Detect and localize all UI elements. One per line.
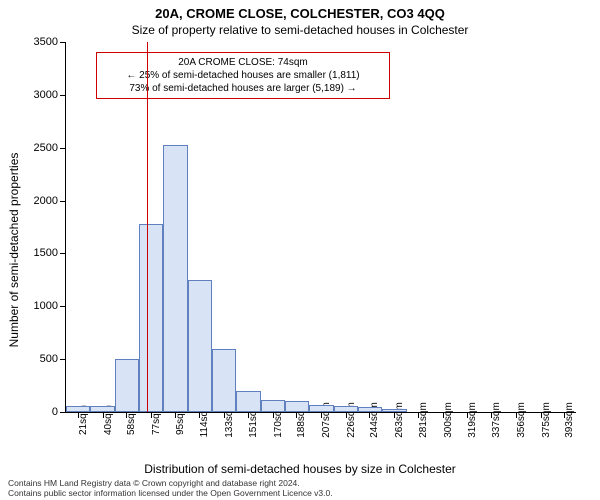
chart-container: 20A, CROME CLOSE, COLCHESTER, CO3 4QQ Si… bbox=[0, 0, 600, 500]
y-tick bbox=[60, 201, 66, 202]
x-tick-label: 300sqm bbox=[443, 402, 454, 438]
chart-subtitle: Size of property relative to semi-detach… bbox=[0, 21, 600, 37]
x-tick-label: 375sqm bbox=[541, 402, 552, 438]
y-tick bbox=[60, 253, 66, 254]
x-tick-label: 319sqm bbox=[467, 402, 478, 438]
histogram-bar bbox=[90, 406, 114, 412]
histogram-bar bbox=[358, 407, 382, 412]
histogram-bar bbox=[139, 224, 163, 412]
y-tick-label: 500 bbox=[40, 353, 58, 365]
histogram-bar bbox=[163, 145, 187, 412]
histogram-bar bbox=[285, 401, 309, 412]
histogram-bar bbox=[188, 280, 212, 412]
chart-title: 20A, CROME CLOSE, COLCHESTER, CO3 4QQ bbox=[0, 0, 600, 21]
y-tick bbox=[60, 42, 66, 43]
x-tick-label: 337sqm bbox=[491, 402, 502, 438]
x-tick-label: 393sqm bbox=[564, 402, 575, 438]
histogram-bar bbox=[236, 391, 260, 412]
annotation-line1: 20A CROME CLOSE: 74sqm bbox=[103, 56, 383, 69]
footer-line2: Contains public sector information licen… bbox=[8, 488, 333, 498]
y-tick bbox=[60, 306, 66, 307]
y-tick-label: 2000 bbox=[34, 195, 58, 207]
histogram-bar bbox=[212, 349, 236, 412]
y-tick-label: 2500 bbox=[34, 142, 58, 154]
histogram-bar bbox=[334, 406, 358, 412]
y-tick-label: 0 bbox=[52, 406, 58, 418]
y-tick bbox=[60, 95, 66, 96]
histogram-bar bbox=[66, 406, 90, 412]
histogram-bar bbox=[309, 405, 333, 412]
y-axis-title: Number of semi-detached properties bbox=[7, 153, 21, 348]
annotation-line2: ← 25% of semi-detached houses are smalle… bbox=[103, 69, 383, 82]
x-tick-label: 263sqm bbox=[394, 402, 405, 438]
chart-plot-area: 20A CROME CLOSE: 74sqm ← 25% of semi-det… bbox=[65, 42, 576, 413]
histogram-bar bbox=[115, 359, 139, 412]
x-axis-title: Distribution of semi-detached houses by … bbox=[144, 462, 455, 476]
y-tick-label: 3500 bbox=[34, 36, 58, 48]
histogram-bar bbox=[261, 400, 285, 412]
annotation-line3: 73% of semi-detached houses are larger (… bbox=[103, 82, 383, 95]
y-tick bbox=[60, 412, 66, 413]
y-tick bbox=[60, 148, 66, 149]
y-tick-label: 3000 bbox=[34, 89, 58, 101]
annotation-box: 20A CROME CLOSE: 74sqm ← 25% of semi-det… bbox=[96, 52, 390, 99]
histogram-bar bbox=[382, 409, 406, 412]
x-tick-label: 281sqm bbox=[418, 402, 429, 438]
footer-text: Contains HM Land Registry data © Crown c… bbox=[8, 478, 333, 498]
x-tick-label: 356sqm bbox=[516, 402, 527, 438]
y-tick-label: 1500 bbox=[34, 247, 58, 259]
y-tick bbox=[60, 359, 66, 360]
marker-line bbox=[147, 42, 148, 412]
y-tick-label: 1000 bbox=[34, 300, 58, 312]
footer-line1: Contains HM Land Registry data © Crown c… bbox=[8, 478, 333, 488]
